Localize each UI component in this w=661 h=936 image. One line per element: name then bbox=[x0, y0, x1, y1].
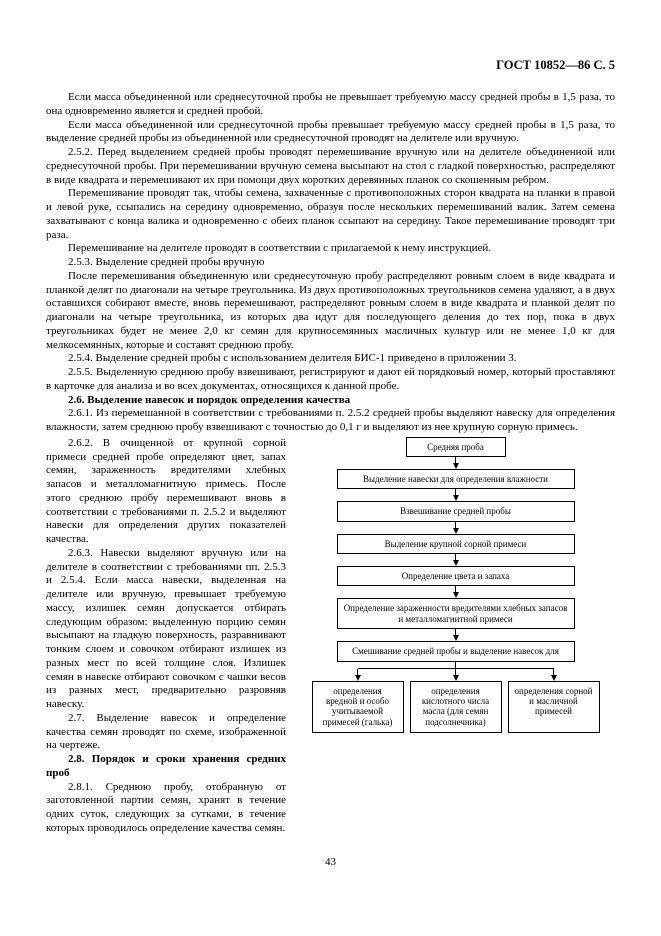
para: 2.5.2. Перед выделением средней пробы пр… bbox=[46, 146, 615, 187]
para: Если масса объединенной или среднесуточн… bbox=[46, 91, 615, 119]
para: 2.5.3. Выделение средней пробы вручную bbox=[46, 256, 615, 270]
flow-node-2: Выделение навески для определения влажно… bbox=[337, 469, 575, 489]
flow-leaf-1: определения вредной и особо учитываемой … bbox=[312, 681, 404, 733]
para: После перемешивания объединенную или сре… bbox=[46, 270, 615, 353]
section-heading-28: 2.8. Порядок и сроки хранения средних пр… bbox=[46, 753, 286, 781]
flowchart: Средняя проба Выделение навески для опре… bbox=[296, 437, 615, 733]
page-header: ГОСТ 10852—86 С. 5 bbox=[46, 58, 615, 73]
para: Перемешивание на делителе проводят в соо… bbox=[46, 242, 615, 256]
flow-leaf-2: определения кислотного числа масла (для … bbox=[410, 681, 502, 733]
flow-node-5: Определение цвета и запаха bbox=[337, 566, 575, 586]
flow-leaf-3: определения сорной и масличной примесей bbox=[508, 681, 600, 733]
para: 2.6.1. Из перемешанной в соответствии с … bbox=[46, 407, 615, 435]
flow-node-4: Выделение крупной сорной примеси bbox=[337, 534, 575, 554]
main-text: Если масса объединенной или среднесуточн… bbox=[46, 91, 615, 435]
para: 2.6.2. В очищенной от крупной сорной при… bbox=[46, 437, 286, 547]
para: 2.5.4. Выделение средней пробы с использ… bbox=[46, 352, 615, 366]
flow-node-6: Определение зараженности вредителями хле… bbox=[337, 598, 575, 629]
flow-node-1: Средняя проба bbox=[406, 437, 506, 457]
para: Если масса объединенной или среднесуточн… bbox=[46, 119, 615, 147]
left-column-text: 2.6.2. В очищенной от крупной сорной при… bbox=[46, 437, 286, 836]
para: 2.6.3. Навески выделяют вручную или на д… bbox=[46, 547, 286, 712]
para: 2.5.5. Выделенную среднюю пробу взвешива… bbox=[46, 366, 615, 394]
para: Перемешивание проводят так, чтобы семена… bbox=[46, 187, 615, 242]
para: 2.8.1. Среднюю пробу, отобранную от заго… bbox=[46, 781, 286, 836]
para: 2.7. Выделение навесок и определение кач… bbox=[46, 712, 286, 753]
section-heading-26: 2.6. Выделение навесок и порядок определ… bbox=[46, 394, 615, 408]
page-number: 43 bbox=[46, 856, 615, 868]
flow-node-3: Взвешивание средней пробы bbox=[337, 501, 575, 521]
flow-node-7: Смешивание средней пробы и выделение нав… bbox=[337, 641, 575, 661]
